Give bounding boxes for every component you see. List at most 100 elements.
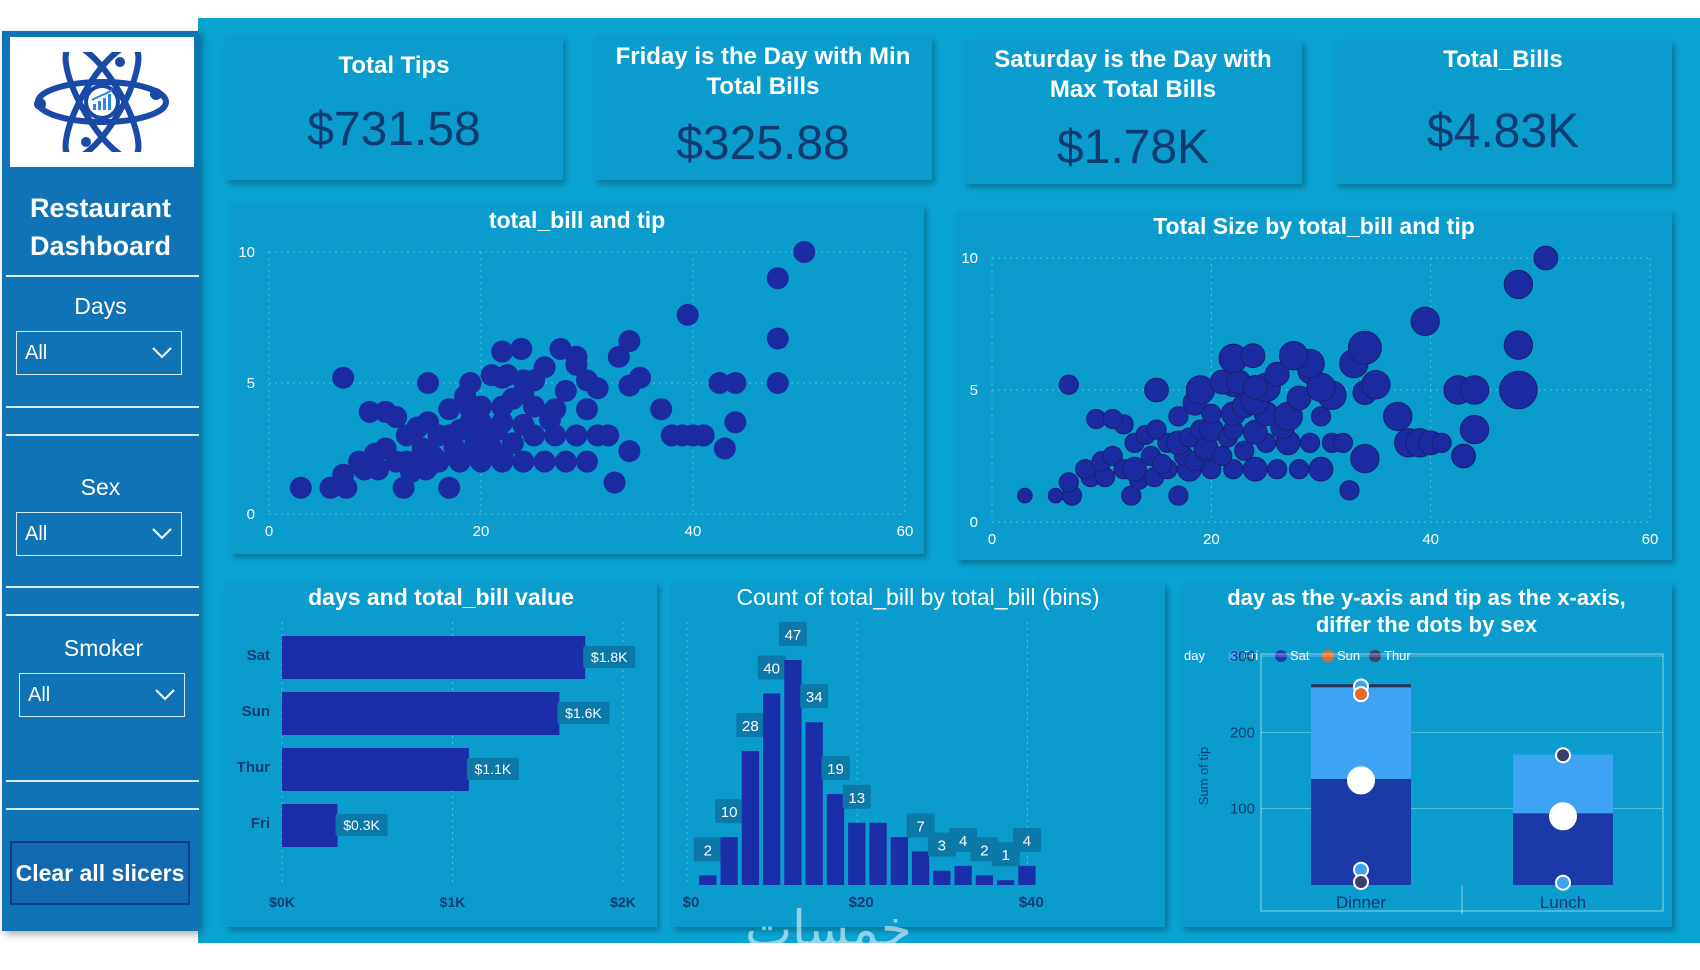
divider — [6, 808, 199, 810]
data-point — [1533, 245, 1559, 271]
data-point — [1144, 377, 1169, 403]
data-point — [533, 356, 556, 379]
data-point — [1242, 374, 1268, 400]
x-tick-label: $40 — [1019, 894, 1044, 911]
data-point — [510, 337, 533, 360]
title-line-1: day as the y-axis and tip as the x-axis, — [1227, 585, 1626, 610]
days-slicer[interactable]: All — [16, 331, 182, 375]
data-point — [332, 463, 355, 486]
bar — [1018, 865, 1036, 885]
divider — [6, 275, 199, 277]
day-tip-stacked-chart: day Fri Sat Sun Thur 100 200 300 Sum of tip Dinne… — [1184, 648, 1664, 914]
data-label: $0.3K — [343, 817, 380, 833]
bar — [826, 794, 845, 885]
data-point — [512, 369, 535, 392]
data-label-bg — [715, 799, 744, 824]
data-point — [289, 476, 312, 499]
data-point — [1459, 414, 1490, 445]
data-point — [512, 413, 535, 436]
data-label-bg — [335, 814, 388, 836]
data-point — [480, 364, 503, 387]
data-label: 4 — [959, 833, 967, 850]
data-point — [1242, 419, 1268, 445]
data-label-bg — [778, 622, 807, 646]
data-point — [512, 450, 535, 473]
kpi-title: Total Tips — [338, 52, 450, 79]
legend-marker — [1369, 650, 1381, 662]
category-label: Thur — [237, 759, 270, 776]
data-point — [618, 440, 641, 463]
category-label: Fri — [251, 815, 270, 832]
y-tick-label: 200 — [1230, 724, 1255, 741]
chart-title: total_bill and tip — [488, 207, 666, 233]
legend-title: day — [1184, 648, 1205, 663]
data-point — [549, 337, 572, 360]
data-label: 4 — [1023, 833, 1031, 850]
data-point — [1102, 445, 1123, 467]
data-label: 19 — [827, 761, 844, 778]
data-point — [629, 366, 651, 389]
scatter-size-chart: 0 20 40 60 0 5 10 — [961, 245, 1659, 548]
data-point — [1047, 487, 1064, 504]
x-tick-label: $20 — [849, 894, 874, 911]
x-tick-label: $2K — [610, 894, 636, 910]
data-label: 2 — [704, 842, 712, 859]
clear-all-slicers-button[interactable]: Clear all slicers — [10, 841, 190, 905]
scatter-size-card: Total Size by total_bill and tip 0 20 40 60… — [956, 210, 1672, 560]
x-tick-label: $0 — [683, 894, 700, 911]
x-tick-label: 0 — [265, 523, 273, 540]
divider — [6, 780, 199, 782]
data-point — [1288, 459, 1310, 480]
kpi-total-bills: Total_Bills $4.83K — [1334, 40, 1672, 184]
x-tick-label: 20 — [473, 523, 490, 540]
data-point — [554, 379, 577, 402]
chevron-down-icon — [152, 347, 172, 359]
bar — [282, 748, 469, 791]
legend-label: Fri — [1243, 648, 1258, 663]
data-point — [374, 400, 397, 423]
sex-slicer[interactable]: All — [16, 512, 182, 556]
x-tick-label: $0K — [269, 894, 295, 910]
y-tick-label: 10 — [238, 244, 255, 261]
data-label-bg — [693, 837, 722, 862]
x-tick-label: 60 — [897, 523, 914, 540]
data-point — [766, 327, 789, 350]
data-point — [1310, 406, 1332, 427]
data-label: 40 — [763, 661, 780, 678]
data-point — [565, 424, 588, 447]
bar — [911, 851, 930, 885]
days-slicer-value: All — [25, 342, 48, 364]
data-point — [1017, 487, 1033, 504]
data-point — [1267, 459, 1288, 480]
kpi-title: Saturday is the Day with Max Total Bills — [994, 46, 1272, 103]
x-tick-label: 60 — [1642, 531, 1659, 548]
data-point — [576, 450, 598, 473]
data-point — [576, 369, 598, 392]
data-point — [1332, 432, 1354, 453]
divider — [6, 614, 199, 616]
legend-label: Sun — [1337, 648, 1360, 663]
data-point — [766, 372, 789, 394]
sidebar: Restaurant Dashboard Days All Sex All Sm… — [2, 31, 199, 931]
bar — [763, 693, 781, 885]
smoker-slicer[interactable]: All — [19, 673, 185, 717]
kpi-value: $4.83K — [1426, 105, 1580, 158]
data-point — [1146, 419, 1167, 440]
divider — [6, 406, 199, 408]
smoker-slicer-label: Smoker — [63, 635, 144, 661]
kpi-title: Friday is the Day with Min Total Bills — [615, 43, 911, 100]
sex-slicer-label: Sex — [80, 474, 121, 500]
sex-dot — [1347, 766, 1375, 795]
legend-label: Sat — [1290, 648, 1310, 663]
data-point — [554, 450, 577, 473]
x-tick-label: $1K — [440, 894, 466, 910]
y-tick-label: 5 — [247, 375, 255, 392]
sex-dot — [1555, 747, 1571, 764]
bar — [282, 636, 586, 679]
data-point — [1361, 370, 1391, 400]
bar — [997, 880, 1015, 885]
data-point — [1410, 306, 1440, 337]
stacked-segment — [1311, 687, 1411, 779]
bar — [699, 875, 717, 885]
data-point — [1339, 480, 1360, 501]
